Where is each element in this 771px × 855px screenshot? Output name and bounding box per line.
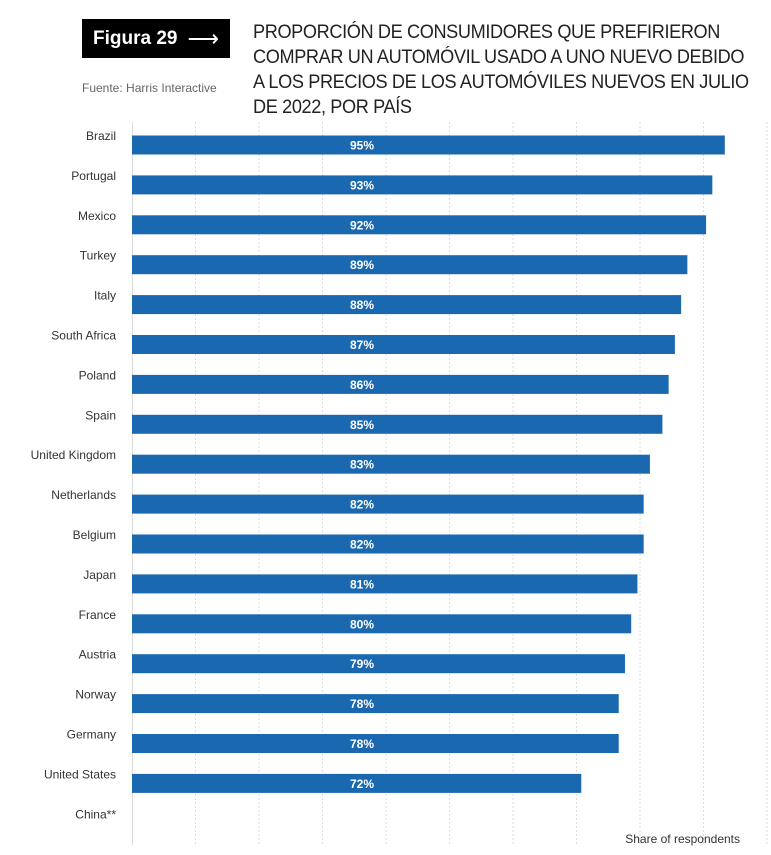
data-label: 89% <box>350 258 374 272</box>
bar <box>132 614 632 634</box>
category-label: South Africa <box>51 329 116 343</box>
data-label: 82% <box>350 498 374 512</box>
bar <box>132 335 675 354</box>
figure-label: Figura 29 <box>92 27 178 49</box>
bar <box>132 135 725 155</box>
data-label: 92% <box>350 218 374 232</box>
category-label: United Kingdom <box>31 448 116 462</box>
chart-title: PROPORCIÓN DE CONSUMIDORES QUE PREFIRIER… <box>253 20 749 120</box>
category-label: Portugal <box>71 169 116 183</box>
data-label: 79% <box>350 657 374 671</box>
category-label: Brazil <box>86 129 116 143</box>
bar <box>132 374 669 394</box>
bar <box>132 494 644 514</box>
category-label: Turkey <box>80 249 116 263</box>
data-label: 83% <box>350 458 374 472</box>
category-label: Belgium <box>73 528 116 542</box>
data-label: 72% <box>350 777 374 791</box>
category-label: China** <box>75 807 116 821</box>
category-label: Mexico <box>78 209 116 223</box>
title-line: PROPORCIÓN DE CONSUMIDORES QUE PREFIRIER… <box>253 21 721 43</box>
bar <box>132 734 619 753</box>
bar <box>132 295 682 315</box>
data-label: 78% <box>350 697 374 711</box>
source-note: Fuente: Harris Interactive <box>82 81 217 95</box>
title-line: A LOS PRECIOS DE LOS AUTOMÓVILES NUEVOS … <box>253 71 749 93</box>
title-line: COMPRAR UN AUTOMÓVIL USADO A UNO NUEVO D… <box>253 46 745 68</box>
bar <box>132 534 644 554</box>
category-label: Spain <box>85 408 116 422</box>
category-label: France <box>79 608 117 622</box>
category-label: Germany <box>67 728 116 742</box>
category-label: Italy <box>94 289 116 303</box>
data-label: 81% <box>350 577 374 591</box>
data-label: 85% <box>350 418 374 432</box>
category-label: Austria <box>79 648 117 662</box>
bar <box>132 175 713 195</box>
bar <box>132 215 707 235</box>
category-label: United States <box>44 767 116 781</box>
data-label: 95% <box>350 139 374 153</box>
category-label: Poland <box>79 368 116 382</box>
data-label: 88% <box>350 298 374 312</box>
data-label: 87% <box>350 338 374 352</box>
data-label: 93% <box>350 178 374 192</box>
bar <box>132 414 663 434</box>
right-arrow-icon: ⟶ <box>187 25 220 51</box>
bar <box>132 773 582 793</box>
bar <box>132 574 638 594</box>
category-label: Netherlands <box>51 488 116 502</box>
data-label: 86% <box>350 378 374 392</box>
bar <box>132 694 619 714</box>
data-label: 80% <box>350 617 374 631</box>
x-axis-label: Share of respondents <box>625 832 740 846</box>
bar <box>132 654 625 674</box>
bar <box>132 454 650 474</box>
category-label: Norway <box>75 688 116 702</box>
data-label: 82% <box>350 538 374 552</box>
title-line: DE 2022, POR PAÍS <box>253 96 412 118</box>
bar <box>132 255 688 275</box>
category-label: Japan <box>83 568 116 582</box>
figure-badge: Figura 29 ⟶ <box>82 19 230 58</box>
data-label: 78% <box>350 737 374 751</box>
